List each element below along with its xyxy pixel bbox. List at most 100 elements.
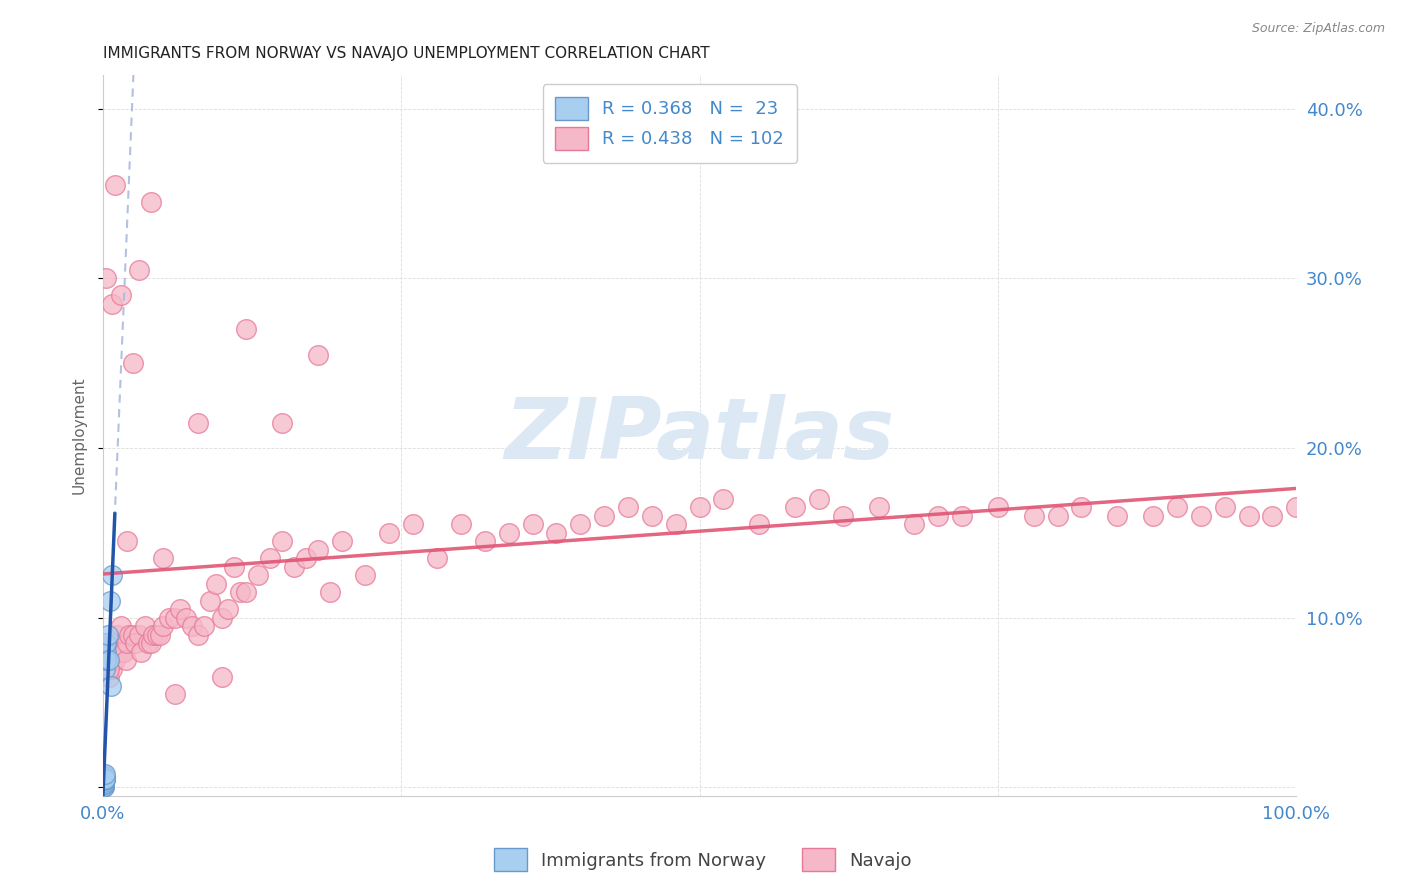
- Point: [224, 559, 246, 574]
- Point: [93, 779, 115, 793]
- Point: [176, 610, 198, 624]
- Point: [294, 551, 316, 566]
- Point: [1166, 500, 1188, 515]
- Point: [1107, 508, 1129, 523]
- Point: [163, 610, 186, 624]
- Point: [593, 508, 616, 523]
- Point: [229, 585, 252, 599]
- Point: [522, 517, 544, 532]
- Point: [128, 627, 150, 641]
- Point: [93, 772, 115, 786]
- Point: [211, 670, 233, 684]
- Text: Source: ZipAtlas.com: Source: ZipAtlas.com: [1251, 22, 1385, 36]
- Point: [181, 619, 204, 633]
- Point: [235, 322, 257, 336]
- Point: [114, 653, 136, 667]
- Point: [105, 627, 128, 641]
- Point: [1261, 508, 1284, 523]
- Text: IMMIGRANTS FROM NORWAY VS NAVAJO UNEMPLOYMENT CORRELATION CHART: IMMIGRANTS FROM NORWAY VS NAVAJO UNEMPLO…: [103, 46, 710, 62]
- Point: [107, 644, 129, 658]
- Point: [152, 619, 174, 633]
- Point: [121, 356, 143, 370]
- Point: [112, 644, 135, 658]
- Point: [402, 517, 425, 532]
- Point: [115, 636, 138, 650]
- Point: [136, 636, 159, 650]
- Point: [546, 525, 568, 540]
- Point: [200, 593, 222, 607]
- Point: [1142, 508, 1164, 523]
- Point: [307, 542, 329, 557]
- Point: [378, 525, 401, 540]
- Point: [93, 770, 115, 784]
- Y-axis label: Unemployment: Unemployment: [72, 376, 86, 494]
- Point: [498, 525, 520, 540]
- Point: [354, 568, 377, 582]
- Point: [145, 627, 167, 641]
- Point: [94, 766, 117, 780]
- Point: [121, 627, 143, 641]
- Point: [94, 636, 117, 650]
- Point: [100, 679, 122, 693]
- Point: [129, 644, 152, 658]
- Point: [152, 551, 174, 566]
- Point: [101, 297, 124, 311]
- Point: [927, 508, 949, 523]
- Point: [689, 500, 711, 515]
- Point: [163, 687, 186, 701]
- Point: [97, 670, 120, 684]
- Point: [1285, 500, 1308, 515]
- Point: [217, 602, 239, 616]
- Point: [903, 517, 925, 532]
- Point: [101, 568, 124, 582]
- Point: [205, 576, 228, 591]
- Point: [318, 585, 340, 599]
- Point: [93, 768, 115, 782]
- Point: [100, 644, 122, 658]
- Point: [831, 508, 853, 523]
- Point: [157, 610, 180, 624]
- Point: [96, 271, 118, 285]
- Point: [142, 627, 165, 641]
- Point: [94, 772, 117, 786]
- Point: [713, 491, 735, 506]
- Point: [118, 627, 141, 641]
- Point: [93, 777, 115, 791]
- Point: [94, 772, 117, 786]
- Point: [110, 288, 132, 302]
- Point: [748, 517, 770, 532]
- Point: [94, 661, 117, 675]
- Point: [94, 644, 117, 658]
- Point: [193, 619, 215, 633]
- Point: [450, 517, 472, 532]
- Point: [259, 551, 281, 566]
- Point: [569, 517, 592, 532]
- Legend: R = 0.368   N =  23, R = 0.438   N = 102: R = 0.368 N = 23, R = 0.438 N = 102: [543, 84, 797, 163]
- Point: [1189, 508, 1212, 523]
- Point: [868, 500, 890, 515]
- Point: [1022, 508, 1045, 523]
- Point: [115, 534, 138, 549]
- Point: [307, 348, 329, 362]
- Point: [617, 500, 640, 515]
- Point: [97, 653, 120, 667]
- Point: [187, 416, 209, 430]
- Point: [139, 195, 162, 210]
- Point: [93, 661, 115, 675]
- Point: [104, 653, 127, 667]
- Point: [271, 534, 294, 549]
- Text: ZIPatlas: ZIPatlas: [505, 394, 894, 477]
- Point: [641, 508, 664, 523]
- Point: [169, 602, 191, 616]
- Point: [97, 627, 120, 641]
- Point: [110, 619, 132, 633]
- Point: [93, 775, 115, 789]
- Point: [1046, 508, 1069, 523]
- Point: [96, 636, 118, 650]
- Point: [111, 644, 134, 658]
- Point: [124, 636, 146, 650]
- Point: [97, 661, 120, 675]
- Point: [1070, 500, 1092, 515]
- Point: [247, 568, 270, 582]
- Point: [283, 559, 305, 574]
